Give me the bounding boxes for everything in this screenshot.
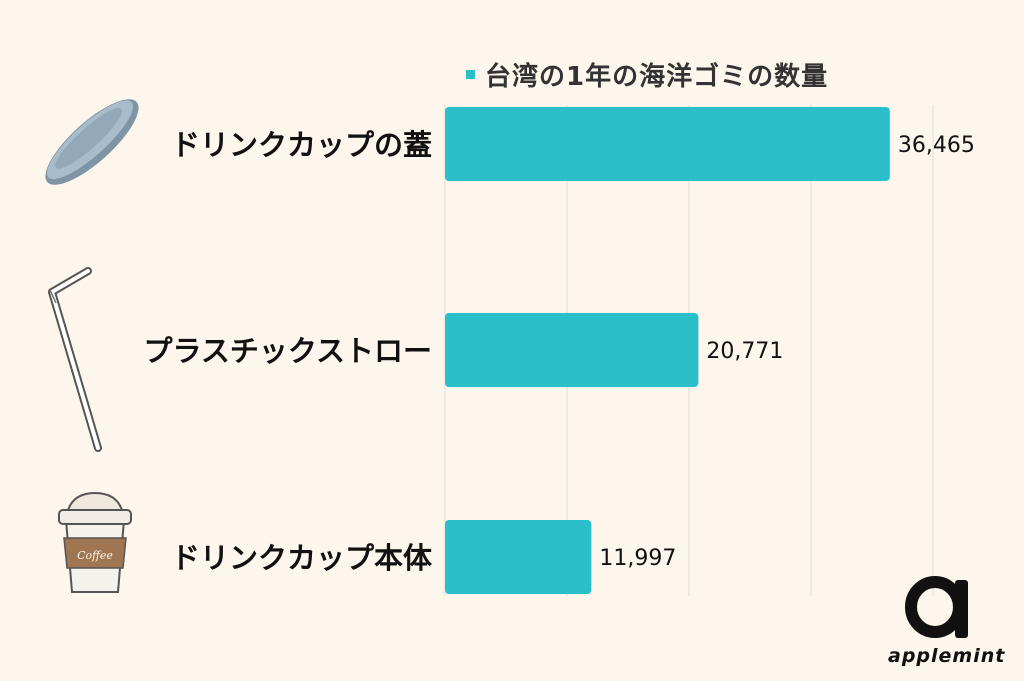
category-label: ドリンクカップの蓋 — [171, 128, 432, 162]
coffee-cup-icon: Coffee — [58, 491, 132, 593]
logo-text: applemint — [888, 645, 1006, 667]
bar — [445, 520, 592, 594]
cup-lid-icon — [45, 99, 139, 185]
data-label: 20,771 — [706, 339, 783, 364]
applemint-logo-icon — [905, 572, 975, 642]
cup-label-text: Coffee — [77, 549, 113, 562]
category-label: ドリンクカップ本体 — [171, 541, 433, 575]
legend-label: 台湾の1年の海洋ゴミの数量 — [485, 61, 829, 92]
data-label: 36,465 — [898, 133, 975, 158]
legend-swatch — [466, 69, 475, 79]
bar — [445, 107, 890, 181]
bar — [445, 313, 699, 387]
data-label: 11,997 — [599, 546, 676, 571]
chart-legend: 台湾の1年の海洋ゴミの数量 — [466, 54, 828, 94]
value-labels: 36,465 20,771 11,997 — [599, 133, 974, 571]
straw-icon — [48, 267, 102, 452]
category-label: プラスチックストロー — [143, 334, 432, 368]
bars — [445, 107, 890, 594]
